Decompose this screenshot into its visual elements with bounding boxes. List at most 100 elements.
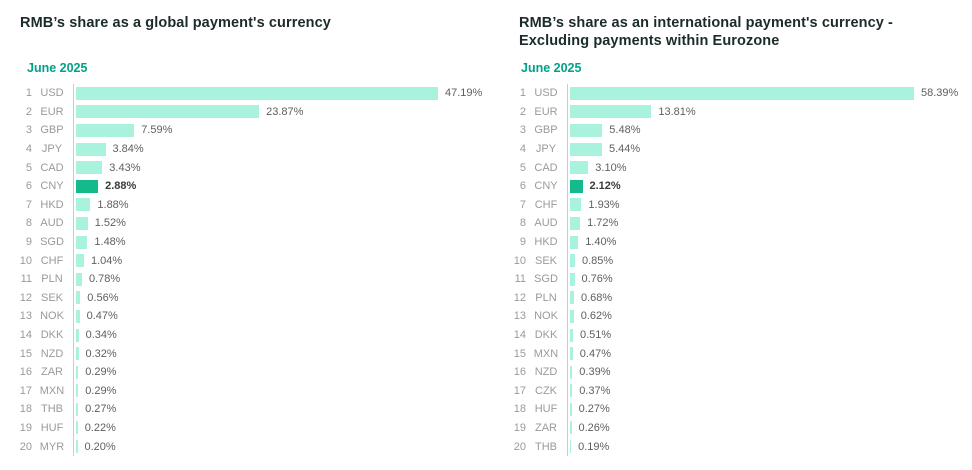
bar-track: 0.19%	[567, 437, 964, 456]
bar-row: 8 AUD 1.52%	[18, 214, 490, 233]
bar	[570, 272, 575, 286]
rank-label: 2	[25, 105, 32, 118]
bar-row: 9 HKD 1.40%	[512, 232, 964, 252]
currency-code: GBP	[40, 124, 64, 137]
bar-track: 3.43%	[73, 158, 490, 177]
rank-label: 14	[19, 329, 32, 342]
currency-code: NZD	[534, 366, 558, 379]
bar-row: 3 GBP 7.59%	[18, 121, 490, 140]
value-label: 0.34%	[85, 329, 117, 342]
rank-label: 4	[519, 143, 526, 156]
bar-row: 12 SEK 0.56%	[18, 288, 490, 308]
value-label: 3.84%	[112, 143, 144, 156]
bar	[570, 216, 581, 230]
rank-label: 3	[519, 124, 526, 137]
rank-label: 11	[20, 273, 32, 286]
bar	[76, 421, 78, 435]
currency-code: JPY	[535, 143, 557, 156]
bar	[570, 384, 573, 398]
bar-row: 14 DKK 0.51%	[512, 325, 964, 345]
bar	[76, 291, 81, 305]
bar	[76, 161, 103, 175]
rank-label: 17	[513, 384, 526, 397]
value-label: 1.52%	[94, 217, 126, 230]
bar-row: 6 CNY 2.88%	[18, 176, 490, 196]
bar-track: 0.27%	[567, 400, 964, 419]
bar	[76, 328, 79, 342]
currency-code: SGD	[40, 236, 64, 249]
value-label: 0.68%	[581, 291, 613, 304]
bar-row: 17 CZK 0.37%	[512, 381, 964, 401]
value-label: 5.44%	[609, 143, 641, 156]
currency-code: CHF	[534, 198, 558, 211]
value-label: 0.32%	[85, 347, 117, 360]
bar-row: 7 HKD 1.88%	[18, 195, 490, 215]
currency-code: CNY	[40, 180, 64, 193]
currency-code: MXN	[39, 384, 65, 397]
bar-row: 3 GBP 5.48%	[512, 121, 964, 140]
rank-label: 18	[513, 403, 526, 416]
value-label: 1.40%	[585, 236, 617, 249]
currency-code: SGD	[534, 273, 558, 286]
value-label: 1.93%	[588, 198, 620, 211]
value-label: 3.10%	[595, 161, 627, 174]
bar-row: 2 EUR 23.87%	[18, 102, 490, 122]
currency-code: USD	[40, 87, 64, 100]
value-label: 2.12%	[589, 180, 621, 193]
currency-code: NOK	[534, 310, 558, 323]
bar-row: 20 THB 0.19%	[512, 437, 964, 456]
value-label: 3.43%	[109, 161, 141, 174]
bar-track: 2.88%	[73, 176, 490, 196]
bar-row: 15 NZD 0.32%	[18, 344, 490, 363]
currency-code: NZD	[40, 347, 64, 360]
value-label: 1.04%	[91, 254, 123, 267]
bar-row: 20 MYR 0.20%	[18, 437, 490, 456]
rank-label: 9	[519, 236, 526, 249]
bar	[570, 235, 579, 249]
bar-track: 23.87%	[73, 102, 490, 122]
value-label: 0.76%	[581, 273, 613, 286]
bar-track: 0.32%	[73, 344, 490, 363]
bar-track: 0.27%	[73, 400, 490, 419]
rank-label: 20	[19, 440, 32, 453]
bar	[570, 198, 582, 212]
chart-global-payments-currency: RMB’s share as a global payment's curren…	[18, 0, 490, 470]
value-label: 0.29%	[85, 366, 117, 379]
bar	[570, 105, 652, 119]
bar	[76, 86, 438, 100]
bar-track: 13.81%	[567, 102, 964, 122]
bar-track: 47.19%	[73, 84, 490, 103]
rank-label: 6	[519, 180, 526, 193]
rank-label: 10	[513, 254, 526, 267]
bar-row: 5 CAD 3.10%	[512, 158, 964, 177]
bar-row: 13 NOK 0.47%	[18, 307, 490, 326]
bar	[570, 86, 914, 100]
bar-row: 6 CNY 2.12%	[512, 176, 964, 196]
bar-track: 1.04%	[73, 251, 490, 270]
value-label: 0.56%	[87, 291, 119, 304]
bar-row: 14 DKK 0.34%	[18, 325, 490, 345]
bar-track: 0.34%	[73, 325, 490, 345]
currency-code: CNY	[534, 180, 558, 193]
currency-code: SEK	[40, 291, 63, 304]
rank-label: 18	[19, 403, 32, 416]
bar	[76, 440, 78, 454]
value-label: 5.48%	[609, 124, 641, 137]
bar-rows: 1 USD 58.39% 2 EUR 13.81% 3 GBP 5.48% 4 JPY 5.44% 5 C…	[512, 84, 964, 456]
bar-track: 0.39%	[567, 362, 964, 382]
highlight-bar	[76, 179, 99, 193]
bar-row: 4 JPY 3.84%	[18, 139, 490, 159]
bar	[570, 328, 573, 342]
rank-label: 1	[519, 87, 526, 100]
bar-track: 0.85%	[567, 251, 964, 270]
chart-subtitle-date: June 2025	[521, 61, 582, 75]
bar-track: 0.76%	[567, 269, 964, 289]
rank-label: 10	[19, 254, 32, 267]
value-label: 58.39%	[921, 87, 959, 100]
rank-label: 7	[25, 198, 32, 211]
bar	[570, 421, 572, 435]
bar-track: 1.48%	[73, 232, 490, 252]
bar	[570, 309, 574, 323]
currency-code: AUD	[40, 217, 64, 230]
currency-code: JPY	[41, 143, 63, 156]
